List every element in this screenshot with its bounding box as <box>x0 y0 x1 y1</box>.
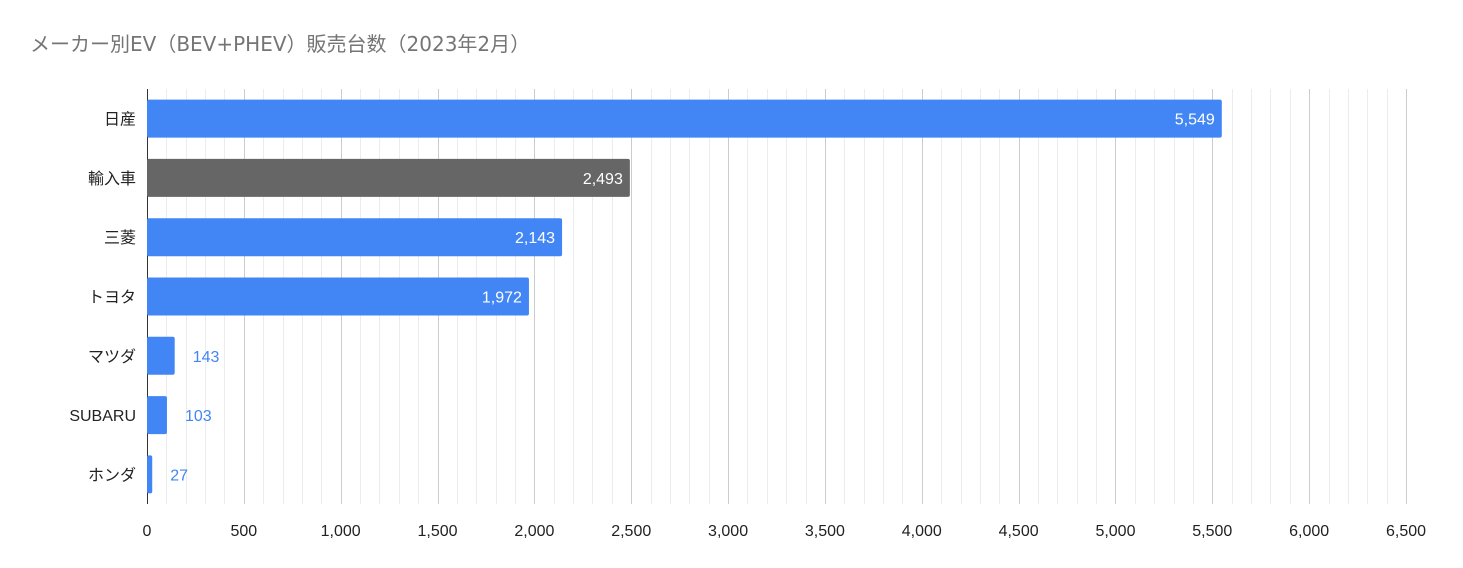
x-tick-label: 0 <box>143 523 152 540</box>
data-label: 143 <box>193 349 220 366</box>
data-label: 5,549 <box>1175 112 1215 129</box>
bar <box>147 277 529 316</box>
bar <box>147 99 1222 138</box>
x-axis-tick-labels: 0 500 1,000 1,500 2,000 2,500 3,000 3,500 4,000 4… <box>143 523 1427 540</box>
x-tick-label: 4,000 <box>902 523 942 540</box>
category-label: 日産 <box>104 111 136 129</box>
x-tick-label: 6,500 <box>1386 523 1426 540</box>
x-tick-label: 6,000 <box>1289 523 1329 540</box>
bar <box>147 336 175 375</box>
x-tick-label: 3,000 <box>708 523 748 540</box>
data-label: 103 <box>185 408 212 425</box>
category-label: 三菱 <box>104 229 136 247</box>
category-label: ホンダ <box>88 466 136 484</box>
chart-title: メーカー別EV（BEV+PHEV）販売台数（2023年2月） <box>30 32 531 56</box>
data-labels: 5,549 2,493 2,143 1,972 143 103 27 <box>170 112 1215 485</box>
x-tick-label: 2,500 <box>611 523 651 540</box>
x-tick-label: 5,500 <box>1192 523 1232 540</box>
x-tick-label: 1,000 <box>321 523 361 540</box>
category-label: トヨタ <box>88 289 136 307</box>
bars <box>147 99 1222 494</box>
x-tick-label: 4,500 <box>999 523 1039 540</box>
x-tick-label: 5,000 <box>1095 523 1135 540</box>
bar <box>147 158 630 197</box>
data-label: 27 <box>170 467 188 484</box>
x-tick-label: 1,500 <box>418 523 458 540</box>
data-label: 1,972 <box>482 290 522 307</box>
data-label: 2,143 <box>515 230 555 247</box>
data-label: 2,493 <box>583 171 623 188</box>
category-label: 輸入車 <box>88 170 136 188</box>
x-tick-label: 500 <box>230 523 257 540</box>
x-tick-label: 3,500 <box>805 523 845 540</box>
bar <box>147 396 167 435</box>
category-label: SUBARU <box>69 408 136 425</box>
x-tick-label: 2,000 <box>514 523 554 540</box>
bar <box>147 455 153 494</box>
category-label: マツダ <box>88 348 136 366</box>
bar <box>147 218 563 257</box>
